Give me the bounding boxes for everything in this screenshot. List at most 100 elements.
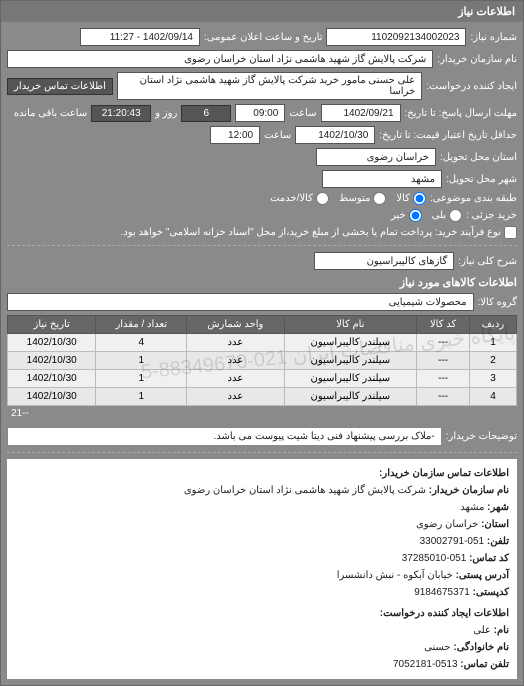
contact-section2-title: اطلاعات ایجاد کننده درخواست: [15, 605, 509, 622]
valid-time-label: ساعت [264, 130, 291, 141]
buyer-contact-button[interactable]: اطلاعات تماس خریدار [7, 78, 113, 95]
buyer-note-label: توضیحات خریدار: [446, 431, 517, 442]
items-col-header: کد کالا [417, 316, 470, 334]
partial-label: خرید جزئی : [466, 210, 517, 221]
items-col-header: نام کالا [284, 316, 417, 334]
prov-label: استان: [481, 519, 509, 530]
class-service-radio[interactable]: کالا/خدمت [270, 192, 329, 205]
table-cell: عدد [187, 370, 284, 388]
prov-val: خراسان رضوی [416, 519, 478, 530]
requester-label: ایجاد کننده درخواست: [426, 81, 517, 92]
class-service-input[interactable] [316, 192, 329, 205]
time-remaining: 21:20:43 [91, 105, 151, 122]
table-row: 3---سیلندر کالیبراسیونعدد11402/10/30 [8, 370, 517, 388]
requester-value: علی حسنی مامور خرید شرکت پالایش گاز شهید… [117, 72, 422, 100]
pub-datetime-value: 1402/09/14 - 11:27 [80, 28, 200, 46]
partial-no-label: خیر [391, 210, 406, 221]
tel-label: تلفن: [487, 536, 509, 547]
partial-no-radio[interactable]: خیر [391, 209, 422, 222]
table-row: 4---سیلندر کالیبراسیونعدد11402/10/30 [8, 388, 517, 406]
class-label: طبقه بندی موضوعی: [430, 193, 517, 204]
partial-yes-label: بلی [432, 210, 446, 221]
table-cell: --- [417, 334, 470, 352]
valid-label: حداقل تاریخ اعتبار قیمت: تا تاریخ: [379, 130, 517, 141]
info-panel: اطلاعات نیاز شماره نیاز: 110209213400202… [0, 0, 524, 686]
table-cell: 1402/10/30 [8, 352, 96, 370]
delivery-city: مشهد [322, 170, 442, 188]
deadline-time-label: ساعت [289, 108, 316, 119]
table-cell: سیلندر کالیبراسیون [284, 352, 417, 370]
table-cell: سیلندر کالیبراسیون [284, 388, 417, 406]
partial-radio-group: بلی خیر [391, 209, 462, 222]
table-cell: 1402/10/30 [8, 388, 96, 406]
items-col-header: تاریخ نیاز [8, 316, 96, 334]
req-no-label: شماره نیاز: [470, 32, 517, 43]
lname-label: نام خانوادگی: [453, 642, 509, 653]
need-value: گازهای کالیبراسیون [314, 252, 454, 270]
class-mid-radio[interactable]: متوسط [339, 192, 386, 205]
table-cell: 1 [96, 352, 187, 370]
table-cell: --- [417, 370, 470, 388]
lname-val: حسنی [424, 642, 450, 653]
valid-time: 12:00 [210, 126, 260, 144]
class-kala-label: کالا [396, 193, 410, 204]
group-label: گروه کالا: [478, 297, 517, 308]
table-cell: سیلندر کالیبراسیون [284, 370, 417, 388]
items-table: ردیفکد کالانام کالاواحد شمارشتعداد / مقد… [7, 315, 517, 406]
valid-date: 1402/10/30 [295, 126, 375, 144]
deadline-label: مهلت ارسال پاسخ: تا تاریخ: [405, 108, 517, 119]
process-note-checkbox[interactable] [504, 226, 517, 239]
buyer-org-label: نام سازمان خریدار: [437, 54, 517, 65]
class-service-label: کالا/خدمت [270, 193, 313, 204]
org-name-label: نام سازمان خریدار: [429, 485, 509, 496]
table-cell: 1 [96, 370, 187, 388]
req-no-value: 1102092134002023 [326, 28, 466, 46]
class-kala-input[interactable] [413, 192, 426, 205]
table-cell: 1402/10/30 [8, 370, 96, 388]
buyer-org-value: شرکت پالایش گاز شهید هاشمی نژاد استان خر… [7, 50, 433, 68]
class-kala-radio[interactable]: کالا [396, 192, 426, 205]
table-pager: --21 [7, 406, 517, 421]
contact-section1-title: اطلاعات تماس سازمان خریدار: [15, 465, 509, 482]
table-cell: 1 [470, 334, 517, 352]
process-note-check[interactable]: نوع فرآیند خرید: پرداخت تمام یا بخشی از … [121, 226, 518, 239]
partial-no-input[interactable] [409, 209, 422, 222]
days-label: روز و [155, 108, 177, 119]
table-cell: 2 [470, 352, 517, 370]
deadline-time: 09:00 [235, 104, 285, 122]
items-col-header: تعداد / مقدار [96, 316, 187, 334]
post-val: 9184675371 [414, 587, 470, 598]
table-cell: --- [417, 388, 470, 406]
divider [7, 245, 517, 246]
items-col-header: ردیف [470, 316, 517, 334]
partial-yes-radio[interactable]: بلی [432, 209, 462, 222]
fax-label: کد تماس: [469, 553, 509, 564]
fax-val: 051-37285010 [402, 553, 467, 564]
delivery-city-label: شهر محل تحویل: [446, 174, 517, 185]
city-val: مشهد [460, 502, 484, 513]
items-col-header: واحد شمارش [187, 316, 284, 334]
table-cell: 1402/10/30 [8, 334, 96, 352]
table-cell: عدد [187, 388, 284, 406]
contact-block: اطلاعات تماس سازمان خریدار: نام سازمان خ… [7, 459, 517, 679]
need-label: شرح کلی نیاز: [458, 256, 517, 267]
ctel-label: تلفن تماس: [460, 659, 509, 670]
panel-title: اطلاعات نیاز [1, 1, 523, 22]
fname-val: علی [473, 625, 491, 636]
partial-yes-input[interactable] [449, 209, 462, 222]
table-cell: --- [417, 352, 470, 370]
tel-val: 051-33002791 [420, 536, 485, 547]
org-name: شرکت پالایش گاز شهید هاشمی نژاد استان خر… [184, 485, 426, 496]
ctel-val: 0513-7052181 [393, 659, 458, 670]
items-section-title: اطلاعات کالاهای مورد نیاز [7, 276, 517, 289]
group-value: محصولات شیمیایی [7, 293, 474, 311]
city-label: شهر: [487, 502, 509, 513]
table-cell: 1 [96, 388, 187, 406]
fname-label: نام: [494, 625, 509, 636]
table-cell: 3 [470, 370, 517, 388]
table-cell: 4 [96, 334, 187, 352]
class-mid-input[interactable] [373, 192, 386, 205]
table-cell: سیلندر کالیبراسیون [284, 334, 417, 352]
delivery-prov-label: استان محل تحویل: [440, 152, 517, 163]
panel-body: شماره نیاز: 1102092134002023 تاریخ و ساع… [1, 22, 523, 685]
